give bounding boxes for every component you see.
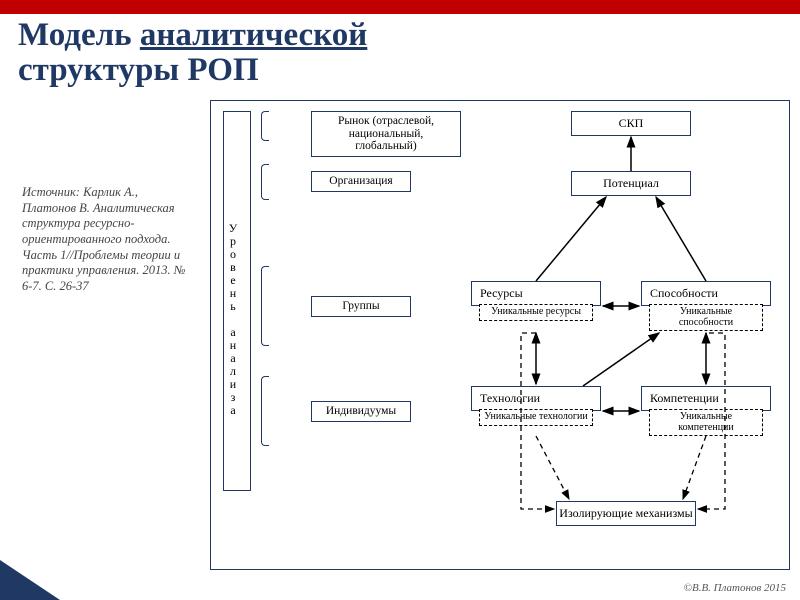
page-title: Модель аналитической структуры РОП [18,18,367,87]
subnode-unique-tech: Уникальные технологии [479,409,593,426]
title-line2: структуры РОП [18,52,259,88]
title-word1: Модель [18,17,132,53]
footer-copyright: ©В.В. Платонов 2015 [684,582,786,594]
subnode-unique-resources: Уникальные ресурсы [479,304,593,321]
node-resources: Ресурсы [471,281,601,306]
node-isolating: Изолирующие механизмы [556,501,696,526]
brace-2 [261,164,269,200]
source-citation: Источник: Карлик А., Платонов В. Аналити… [22,185,192,294]
arrows-svg [211,101,791,571]
brace-3 [261,266,269,346]
node-comp: Компетенции [641,386,771,411]
node-skp: СКП [571,111,691,136]
node-abilities: Способности [641,281,771,306]
brace-4 [261,376,269,446]
node-tech: Технологии [471,386,601,411]
axis-label: Уровень анализа [225,221,240,416]
node-potential: Потенциал [571,171,691,196]
level-market: Рынок (отраслевой, национальный, глобаль… [311,111,461,157]
level-organization: Организация [311,171,411,192]
top-red-bar [0,0,800,14]
brace-1 [261,111,269,141]
subnode-unique-abilities: Уникальные способности [649,304,763,331]
title-word2: аналитической [140,17,367,53]
level-individuals: Индивидуумы [311,401,411,422]
diagram-frame: Уровень анализа Рынок (отраслевой, нацио… [210,100,790,570]
corner-triangle [0,560,60,600]
level-groups: Группы [311,296,411,317]
subnode-unique-comp: Уникальные компетенции [649,409,763,436]
